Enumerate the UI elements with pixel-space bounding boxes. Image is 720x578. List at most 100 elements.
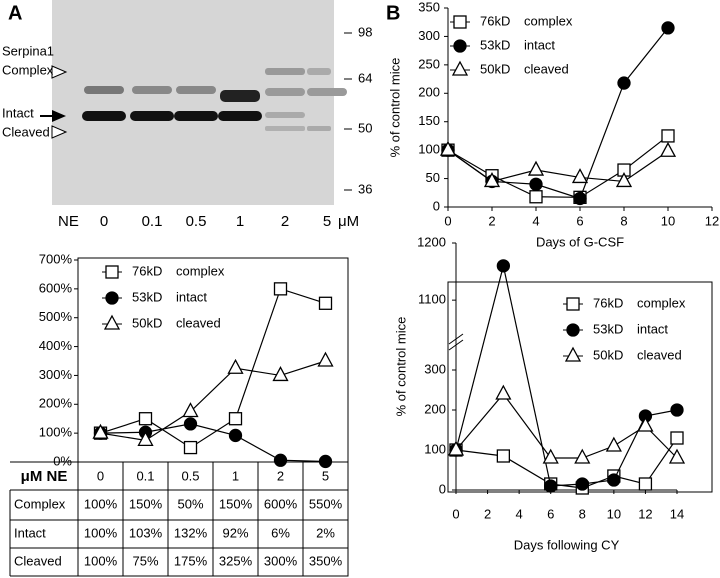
x-tick-label: 0 [97, 468, 104, 483]
marker [529, 190, 543, 204]
blot-image [40, 0, 352, 205]
x-tick-label: 8 [620, 213, 627, 228]
marker [447, 440, 465, 456]
marker [227, 358, 244, 374]
marker [318, 296, 333, 310]
marker [670, 403, 684, 417]
x-tick-label: 12 [705, 213, 719, 228]
x-tick-label: 2 [488, 213, 495, 228]
legend-label: 53kD intact [480, 37, 555, 52]
marker [605, 436, 622, 452]
x-tick-label: 14 [670, 506, 684, 521]
table-cell: 75% [132, 553, 158, 568]
y-tick-label: 250 [418, 56, 440, 71]
y-tick-label: 1200 [417, 234, 446, 249]
table-cell: 6% [271, 525, 290, 540]
y-axis-title: % of control mice [387, 58, 402, 158]
marker [544, 479, 558, 493]
marker [575, 477, 589, 491]
marker [137, 430, 154, 447]
table-header: μM NE [21, 468, 68, 485]
legend-label: 50kD cleaved [593, 347, 682, 362]
lane-unit: μM [338, 213, 359, 230]
y-tick-label: 1100 [418, 292, 446, 307]
marker [105, 291, 119, 305]
y-tick-label: 500% [39, 309, 73, 324]
y-tick-label: 200% [39, 396, 73, 411]
panel-label: B [386, 2, 400, 24]
x-tick-label: 12 [638, 506, 652, 521]
x-tick-label: 2 [484, 506, 491, 521]
table-row-label: Intact [14, 525, 46, 540]
y-tick-label: 400% [39, 338, 73, 353]
lane-label: 0.5 [186, 213, 207, 230]
legend-label: 53kD intact [593, 321, 668, 336]
legend-label: 76kD complex [480, 13, 573, 28]
x-tick-label: 4 [532, 213, 539, 228]
table-cell: 132% [174, 525, 208, 540]
x-axis-title: Days following CY [514, 537, 620, 552]
y-tick-label: 100 [418, 142, 440, 157]
y-tick-label: 300% [39, 367, 73, 382]
marker [529, 177, 543, 191]
marker [564, 346, 582, 362]
y-tick-label: 200 [418, 85, 440, 100]
x-tick-label: 8 [579, 506, 586, 521]
y-tick-label: 300 [424, 361, 446, 376]
legend-label: 76kD complex [132, 263, 225, 278]
marker [451, 60, 469, 76]
x-tick-label: 10 [607, 506, 621, 521]
legend-label: 53kD intact [132, 289, 207, 304]
marker [638, 477, 653, 491]
marker [574, 448, 591, 464]
marker [273, 282, 288, 296]
table-row-label: Complex [14, 496, 66, 511]
marker [317, 351, 334, 367]
marker [92, 423, 109, 439]
table-cell: 325% [219, 553, 253, 568]
marker [228, 428, 243, 443]
marker [607, 473, 621, 487]
marker-label: 36 [358, 181, 372, 196]
marker [566, 323, 580, 337]
table-cell: 103% [129, 525, 163, 540]
marker [182, 402, 199, 418]
y-tick-label: 350 [418, 0, 440, 14]
marker [228, 412, 243, 426]
x-tick-label: 0 [452, 506, 459, 521]
marker [183, 440, 198, 455]
marker [637, 416, 654, 432]
y-tick-label: 100 [424, 441, 446, 456]
table-row-label: Cleaved [14, 553, 62, 568]
marker [615, 172, 633, 188]
y-tick-label: 50 [426, 170, 440, 185]
band-label: Intact [2, 105, 34, 120]
lane-label: 2 [281, 213, 289, 230]
marker [272, 366, 289, 382]
series-line [100, 423, 326, 463]
y-tick-label: 600% [39, 280, 73, 295]
x-tick-label: 6 [547, 506, 554, 521]
series-line [100, 360, 326, 441]
marker [495, 384, 512, 400]
marker [617, 76, 631, 90]
x-tick-label: 0 [444, 213, 451, 228]
series-line [447, 149, 669, 183]
legend-label: 50kD cleaved [480, 61, 569, 76]
marker [527, 160, 545, 176]
panel-label: A [8, 2, 22, 24]
x-tick-label: 1 [232, 468, 239, 483]
marker [103, 314, 121, 330]
marker [105, 265, 119, 279]
lane-label: 0.1 [142, 213, 163, 230]
marker [571, 168, 589, 184]
table-cell: 100% [84, 525, 118, 540]
lane-label: 5 [323, 213, 331, 230]
table-grid [9, 461, 348, 577]
marker [659, 141, 677, 157]
table-cell: 600% [264, 496, 298, 511]
marker [439, 140, 457, 156]
y-tick-label: 0 [439, 481, 446, 496]
